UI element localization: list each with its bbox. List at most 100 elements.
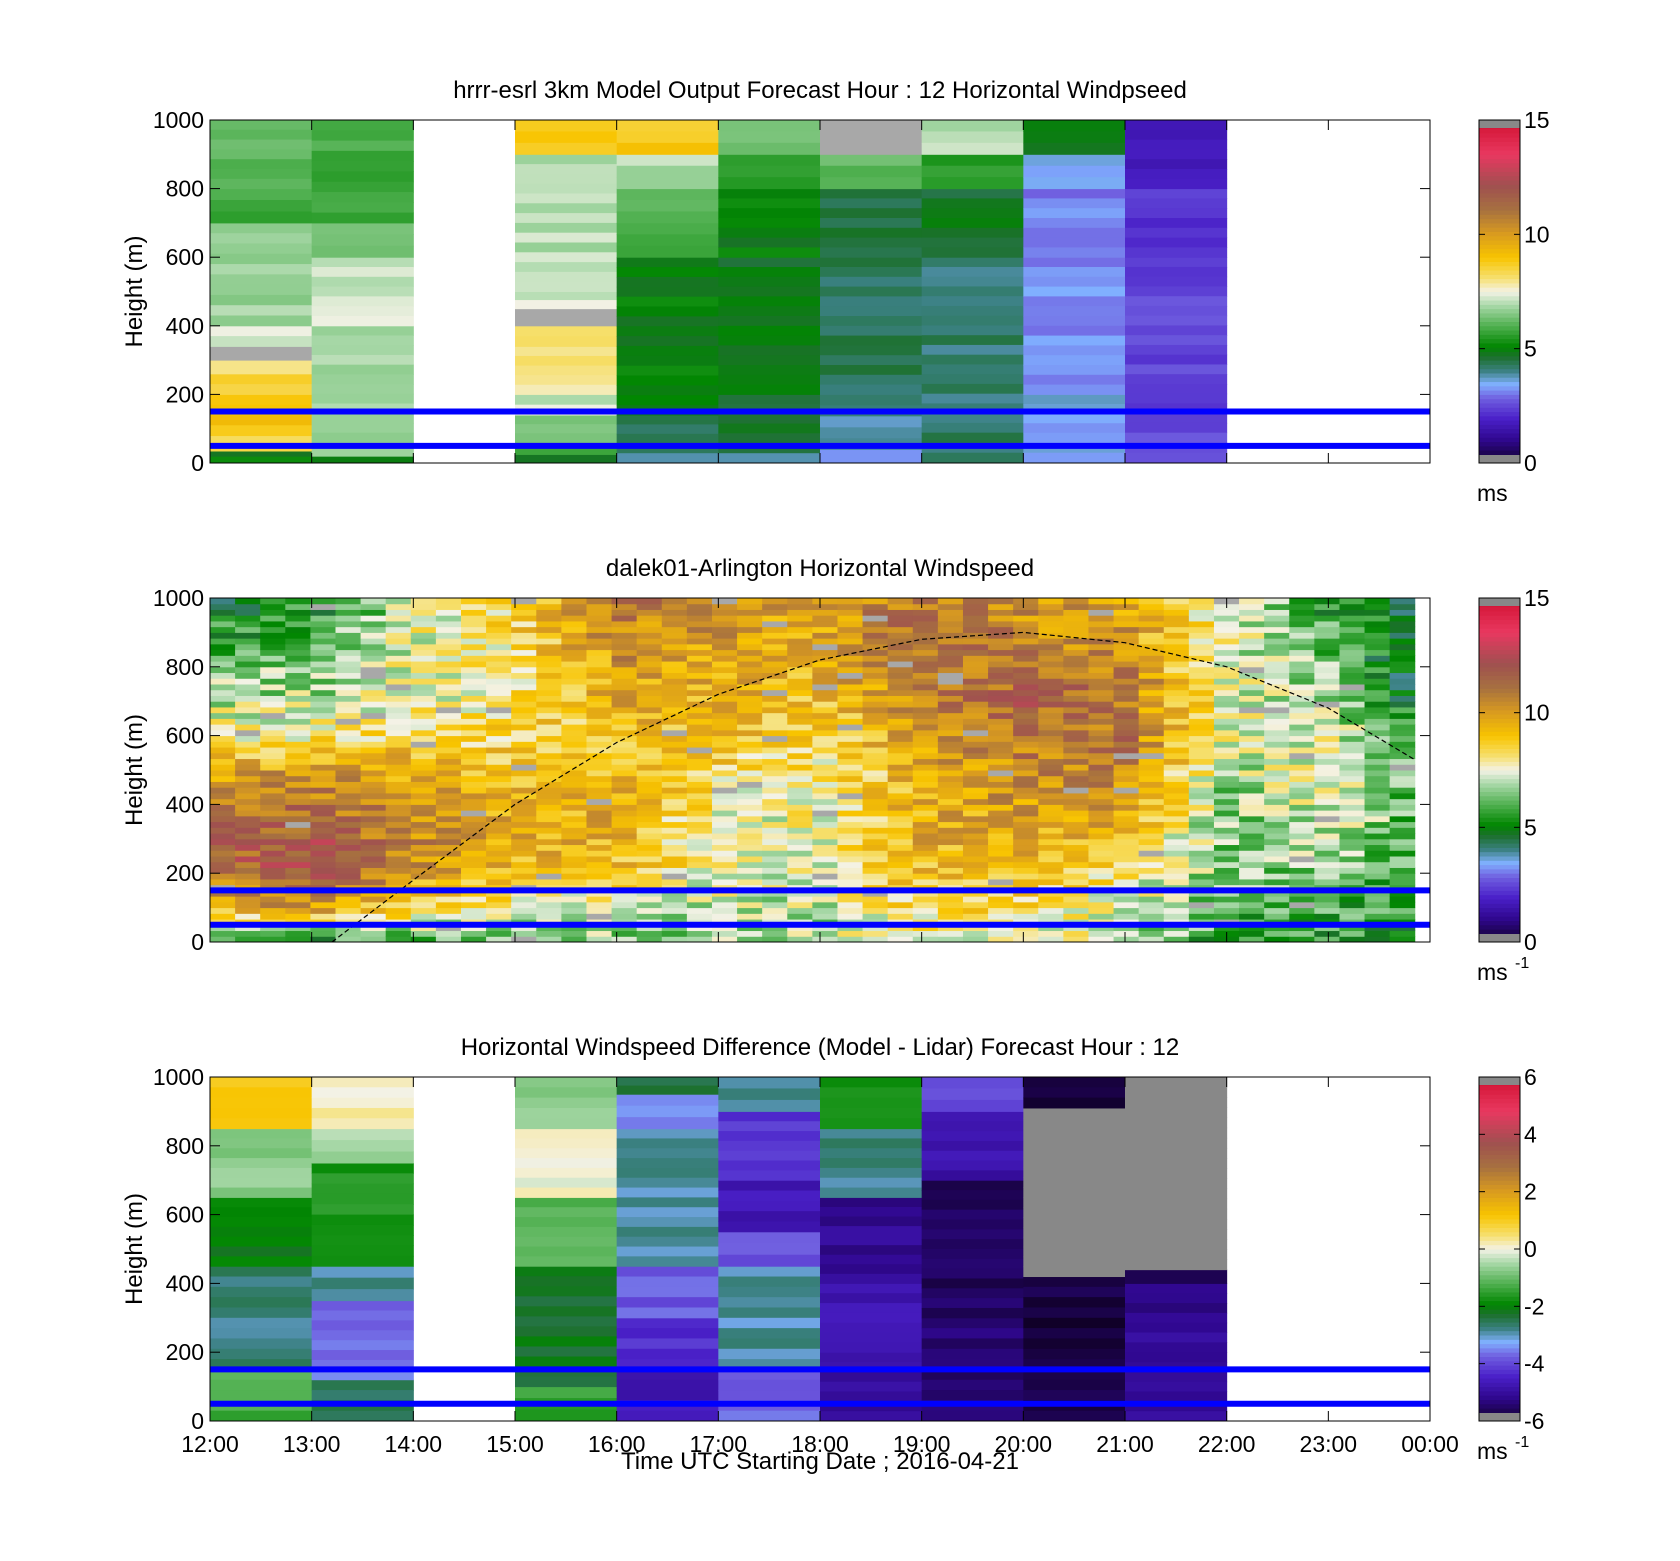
heatmap-cell (1125, 227, 1228, 239)
heatmap-cell (1339, 655, 1366, 662)
heatmap-cell (1125, 1147, 1228, 1159)
heatmap-cell (210, 936, 236, 943)
heatmap-cell (1239, 833, 1265, 840)
heatmap-cell (1389, 735, 1416, 742)
x-tick-label: 19:00 (893, 1431, 951, 1457)
heatmap-cell (511, 798, 537, 805)
heatmap-cell (820, 120, 923, 132)
heatmap-cell (1364, 598, 1391, 605)
heatmap-cell (611, 695, 638, 702)
heatmap-cell (1088, 924, 1115, 932)
heatmap-cell (711, 661, 738, 668)
y-axis-label: Height (m) (121, 235, 148, 347)
heatmap-cell (210, 643, 236, 651)
heatmap-cell (1038, 804, 1064, 811)
heatmap-cell (515, 142, 618, 155)
heatmap-cell (210, 294, 313, 306)
heatmap-cell (611, 718, 638, 725)
heatmap-cell (410, 924, 437, 932)
colorbar-swatch (1479, 1111, 1520, 1117)
heatmap-cell (837, 861, 864, 868)
heatmap-cell (820, 1087, 923, 1099)
heatmap-cell (515, 164, 618, 175)
heatmap-cell (1289, 844, 1315, 851)
heatmap-cell (1088, 598, 1115, 605)
heatmap-cell (1113, 850, 1140, 857)
heatmap-cell (737, 741, 763, 748)
heatmap-cell (988, 775, 1014, 782)
heatmap-cell (285, 620, 311, 628)
heatmap-cell (1213, 701, 1240, 708)
heatmap-cell (1213, 712, 1240, 719)
colorbar-swatch (1479, 752, 1520, 758)
heatmap-cell (561, 689, 587, 696)
heatmap-cell (1063, 706, 1089, 714)
heatmap-cell (837, 695, 864, 702)
heatmap-cell (1389, 678, 1416, 685)
heatmap-cell (1339, 752, 1366, 760)
heatmap-cell (762, 924, 788, 932)
heatmap-cell (1138, 844, 1165, 851)
heatmap-cell (837, 792, 864, 800)
heatmap-cell (310, 815, 336, 823)
heatmap-cell (611, 804, 638, 811)
heatmap-cell (711, 821, 738, 828)
heatmap-cell (1389, 684, 1416, 691)
heatmap-cell (1023, 316, 1126, 327)
colorbar-swatch (1479, 450, 1520, 455)
heatmap-cell (1038, 724, 1064, 731)
heatmap-cell (1013, 815, 1039, 823)
heatmap-cell (511, 781, 537, 788)
heatmap-cell (1113, 695, 1140, 702)
heatmap-cell (762, 609, 788, 616)
heatmap-cell (486, 850, 512, 857)
heatmap-cell (385, 724, 412, 731)
heatmap-cell (210, 435, 313, 444)
heatmap-cell (515, 291, 618, 301)
heatmap-cell (1088, 626, 1115, 633)
heatmap-cell (1339, 792, 1366, 800)
colorbar-swatch (1479, 1274, 1520, 1280)
heatmap-cell (360, 936, 387, 943)
heatmap-cell (1289, 752, 1315, 760)
heatmap-cell (561, 856, 587, 863)
heatmap-cell (711, 747, 738, 754)
heatmap-cell (1339, 609, 1366, 616)
heatmap-cell (616, 276, 719, 288)
heatmap-cell (1113, 844, 1140, 851)
heatmap-cell (586, 643, 613, 651)
heatmap-cell (616, 306, 719, 317)
x-tick-label: 16:00 (588, 1431, 646, 1457)
heatmap-cell (486, 873, 512, 880)
heatmap-cell (820, 1371, 923, 1383)
heatmap-cell (1088, 850, 1115, 857)
heatmap-cell (515, 154, 618, 165)
heatmap-cell (410, 844, 437, 851)
heatmap-cell (561, 770, 587, 777)
heatmap-cell (515, 1346, 618, 1357)
heatmap-cell (1038, 792, 1064, 800)
heatmap-cell (410, 873, 437, 880)
heatmap-cell (285, 643, 311, 651)
heatmap-cell (210, 620, 236, 628)
heatmap-cell (435, 655, 462, 662)
heatmap-cell (1038, 695, 1064, 702)
heatmap-cell (1314, 901, 1340, 909)
heatmap-cell (311, 1163, 414, 1174)
heatmap-cell (711, 678, 738, 685)
colorbar-tick-label: 2 (1524, 1179, 1537, 1205)
heatmap-cell (1364, 890, 1391, 897)
heatmap-cell (887, 901, 914, 909)
heatmap-cell (1264, 770, 1290, 777)
heatmap-cell (285, 672, 311, 679)
heatmap-cell (515, 1158, 618, 1169)
heatmap-cell (311, 257, 414, 268)
colorbar-swatch (1479, 1369, 1520, 1375)
heatmap-cell (486, 861, 512, 868)
heatmap-cell (616, 1117, 719, 1130)
heatmap-cell (285, 936, 311, 943)
heatmap-cell (1063, 810, 1089, 817)
heatmap-cell (235, 775, 261, 782)
heatmap-cell (586, 815, 613, 823)
heatmap-cell (1063, 913, 1089, 920)
